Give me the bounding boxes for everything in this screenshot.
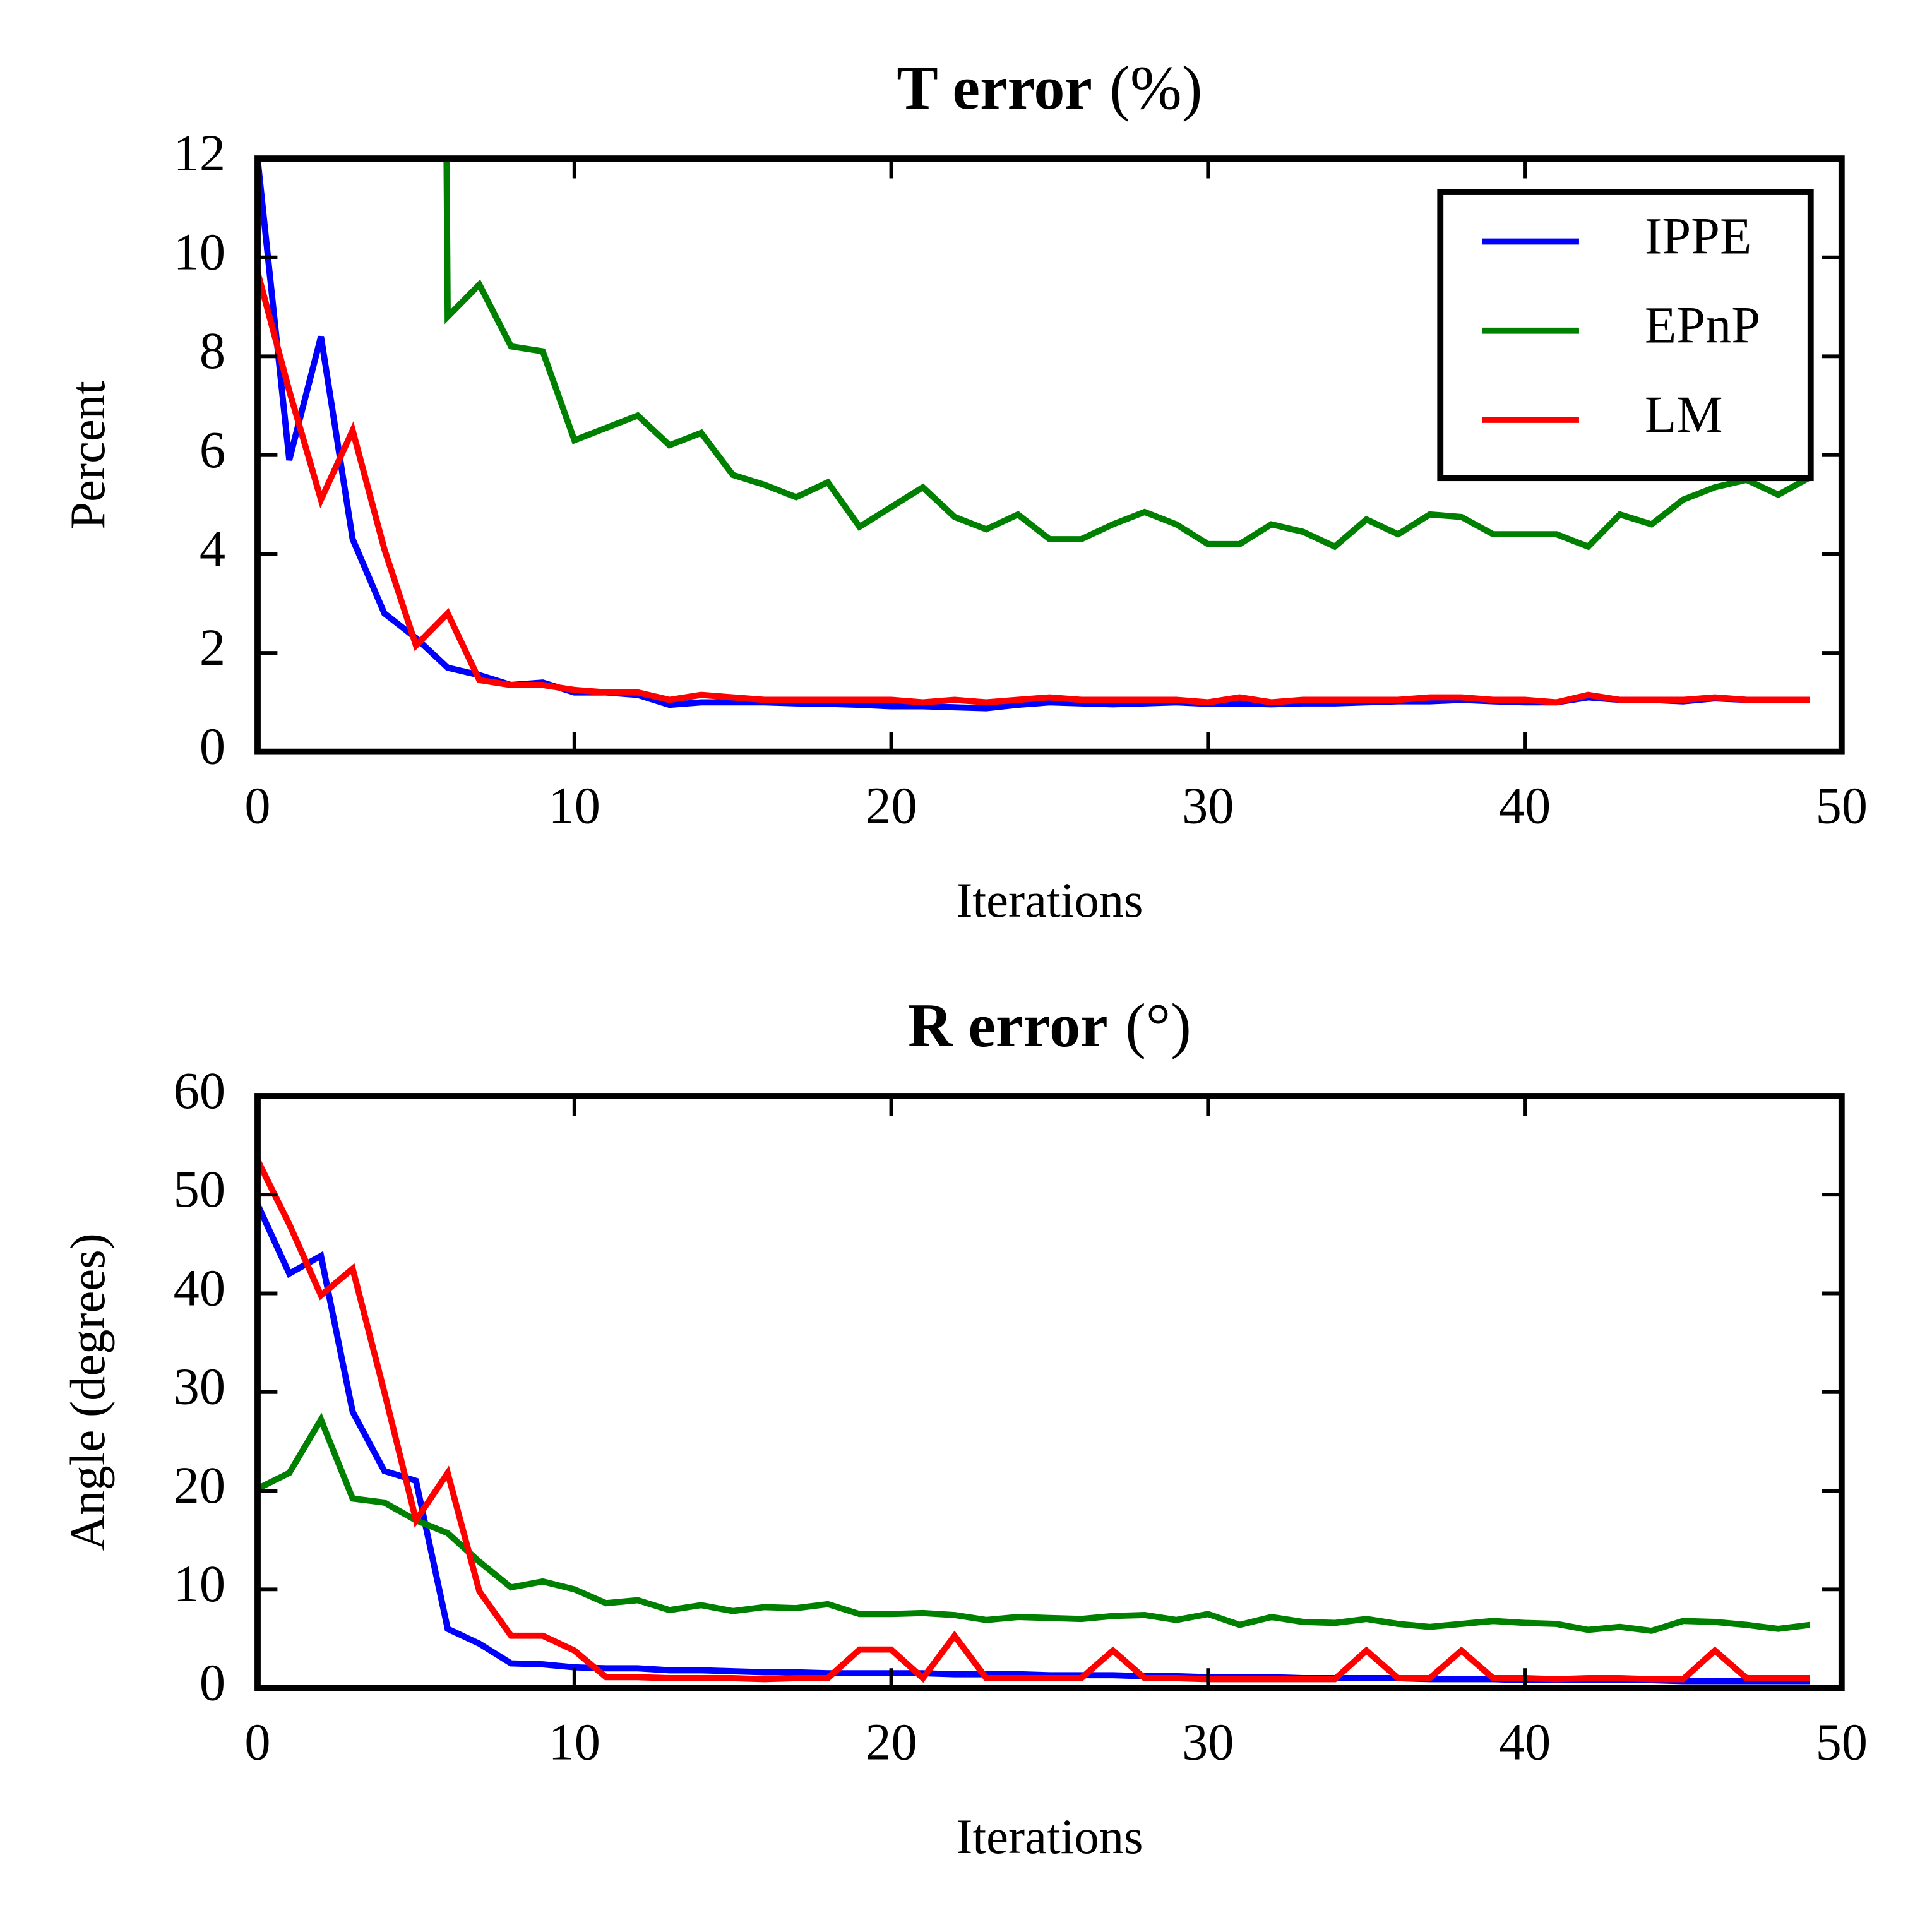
y-tick-label: 30	[174, 1358, 225, 1416]
title-main: T error	[897, 54, 1092, 122]
y-tick-label: 40	[174, 1259, 225, 1316]
title-main: R error	[908, 991, 1108, 1059]
x-tick-label: 30	[1182, 777, 1234, 835]
axes-frame	[254, 155, 1845, 755]
y-tick-label: 4	[200, 520, 225, 577]
x-tick-label: 50	[1816, 777, 1868, 835]
y-tick-label: 60	[174, 1062, 225, 1119]
y-tick-label: 0	[200, 1654, 225, 1711]
x-tick-label: 30	[1182, 1714, 1234, 1771]
y-axis-label: Percent	[60, 381, 115, 529]
x-tick-label: 20	[865, 1714, 917, 1771]
x-tick-label: 0	[244, 777, 270, 835]
x-tick-label: 0	[244, 1714, 270, 1771]
x-tick-label: 10	[549, 777, 600, 835]
title-unit: (°)	[1125, 991, 1191, 1059]
x-axis-label: Iterations	[956, 873, 1143, 927]
subplot: T error (%) 0 10 20 30 40 50 0 2 4 6 8 10 12 Iterations…	[60, 54, 1868, 927]
subplot: R error (°) 0 10 20 30 40 50 0 10 20 30 40 50 60 Iterat…	[60, 991, 1868, 1863]
legend: IPPE EPnP LM	[1437, 189, 1814, 482]
legend-label: LM	[1645, 386, 1723, 443]
axes-frame	[254, 1093, 1845, 1691]
line-series	[258, 1159, 1810, 1683]
y-tick-label: 12	[174, 124, 225, 182]
y-tick-label: 20	[174, 1457, 225, 1514]
chart-title: R error (°)	[908, 991, 1191, 1059]
y-tick-label: 0	[200, 718, 225, 775]
x-tick-label: 40	[1499, 1714, 1551, 1771]
x-tick-label: 40	[1499, 777, 1551, 835]
x-tick-label: 50	[1816, 1714, 1868, 1771]
x-axis-label: Iterations	[956, 1809, 1143, 1864]
y-axis-label: Angle (degrees)	[60, 1233, 115, 1551]
y-tick-label: 10	[174, 224, 225, 281]
y-tick-label: 8	[200, 322, 225, 379]
y-tick-label: 2	[200, 619, 225, 676]
chart-title: T error (%)	[897, 54, 1202, 122]
line-series	[443, 158, 1811, 551]
plot-area	[258, 158, 1811, 712]
x-tick-label: 20	[865, 777, 917, 835]
y-tick-label: 50	[174, 1160, 225, 1218]
line-series	[258, 1412, 1811, 1634]
legend-label: IPPE	[1645, 207, 1751, 265]
line-series	[258, 271, 1810, 706]
title-unit: (%)	[1109, 54, 1202, 122]
y-tick-label: 6	[200, 421, 225, 479]
y-tick-label: 10	[174, 1555, 225, 1613]
x-tick-label: 10	[549, 1714, 600, 1771]
plot-area	[258, 1159, 1811, 1685]
legend-label: EPnP	[1645, 297, 1760, 354]
